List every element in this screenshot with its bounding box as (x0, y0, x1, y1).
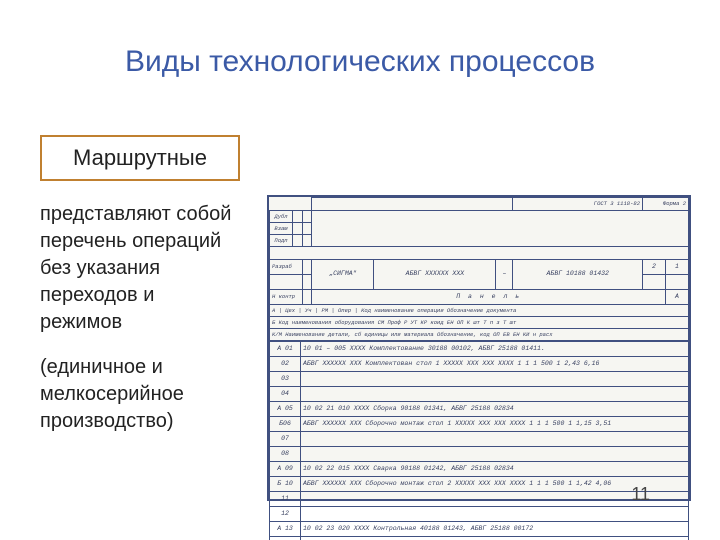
panel-label: П а н е л ь (312, 290, 666, 305)
row-text: АБВГ ХХХХХХ ХХХ Сборочно монтаж стол 2 Х… (301, 477, 689, 492)
row-num: 02 (270, 357, 301, 372)
vzam-label: Взам (270, 223, 293, 235)
razrab-label: Разраб (270, 260, 303, 275)
route-card-sheet: ГОСТ 3 1118-82Форма 2 Дубл Взам Подп Раз… (267, 195, 691, 501)
paragraph-2: (единичное и мелкосерийное производство) (40, 354, 240, 435)
row-num: 08 (270, 447, 301, 462)
row-num: А 13 (270, 522, 301, 537)
corner-2: 2 (643, 260, 666, 275)
row-text (301, 372, 689, 387)
podp-label: Подп (270, 235, 293, 247)
row-text (301, 492, 689, 507)
row-num: Б06 (270, 417, 301, 432)
row-text: 10 01 – 005 ХХХХ Комплектование 30188 00… (301, 342, 689, 357)
form-label: Форма 2 (643, 198, 689, 211)
row-text: 10 02 22 015 ХХХХ Сварка 90188 01242, АБ… (301, 462, 689, 477)
row-num: А 09 (270, 462, 301, 477)
row-num: А 01 (270, 342, 301, 357)
dubl-label: Дубл (270, 211, 293, 223)
row-text (301, 447, 689, 462)
row-num: 07 (270, 432, 301, 447)
paragraph-1: представляют собой перечень операций без… (40, 201, 240, 336)
page-number: 11 (631, 484, 650, 505)
row-text: АБВГ ХХХХХХ ХХХ Комплектован стол 1 ХХХХ… (301, 357, 689, 372)
subtitle-box: Маршрутные (40, 135, 240, 181)
row-text: АБВГ ХХХХХХ ХХХ Сборочно монтаж стол 1 Х… (301, 417, 689, 432)
corner-1: 1 (666, 260, 689, 275)
row-text (301, 507, 689, 522)
slide-title: Виды технологических процессов (0, 45, 720, 79)
row-num: А 05 (270, 402, 301, 417)
code-2: АБВГ 10188 01432 (513, 260, 643, 290)
row-num: Б 10 (270, 477, 301, 492)
row-text: АБВГ ХХХХХ ХХХ Испытательный стенд 2 ХХХ… (301, 537, 689, 540)
row-text: 10 02 21 010 ХХХХ Сборка 90188 01341, АБ… (301, 402, 689, 417)
row-text (301, 387, 689, 402)
col-header-km: К/М Наименование детали, сб единицы или … (270, 329, 689, 341)
row-num: 03 (270, 372, 301, 387)
row-num: 12 (270, 507, 301, 522)
panel-a: А (666, 290, 689, 305)
code-1: АБВГ ХХХХХХ ХХХ (374, 260, 496, 290)
firm-label: „СИГМА" (312, 260, 374, 290)
col-header-b: Б Код наименования оборудования СМ Проф … (270, 317, 689, 329)
col-header-a: А | Цех | Уч | РМ | Опер | Код наименова… (270, 305, 689, 317)
row-num: 11 (270, 492, 301, 507)
row-text: 10 02 23 020 ХХХХ Контрольная 40188 0124… (301, 522, 689, 537)
gost-label: ГОСТ 3 1118-82 (513, 198, 643, 211)
row-num: 04 (270, 387, 301, 402)
dash: – (496, 260, 513, 290)
row-text (301, 432, 689, 447)
nkontr-label: Н контр (270, 290, 303, 305)
row-num: Б 14 (270, 537, 301, 540)
